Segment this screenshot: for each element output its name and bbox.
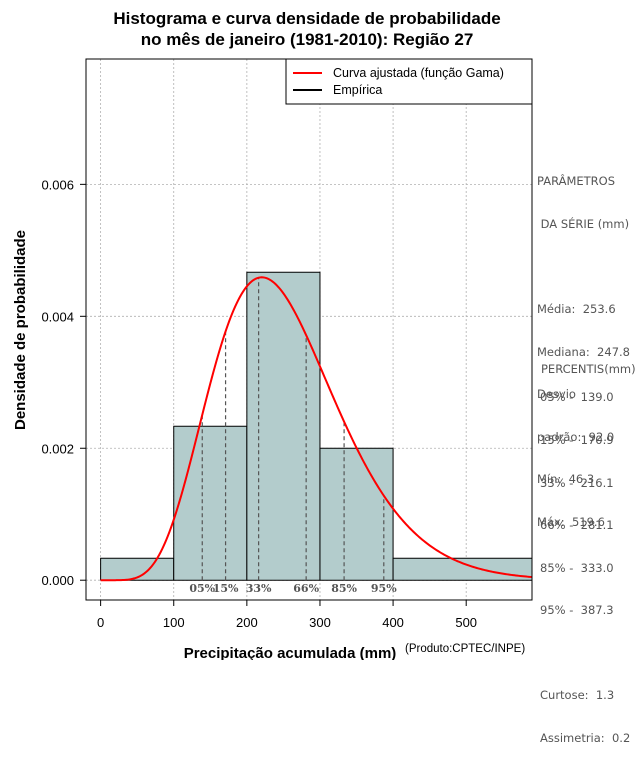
credit-label: (Produto:CPTEC/INPE) xyxy=(405,643,525,655)
stat-min: Mín: 46.3 xyxy=(537,472,595,487)
legend-box xyxy=(285,58,533,105)
percentile-label-05: 05% xyxy=(189,582,215,595)
y-tick-label: 0.000 xyxy=(41,573,74,588)
histogram-bar xyxy=(173,426,247,581)
stats-header-line-1: PARÂMETROS xyxy=(537,174,616,189)
percentile-label-66: 66% xyxy=(293,582,319,595)
histogram-bar xyxy=(100,558,174,581)
stats-panel: PARÂMETROS DA SÉRIE (mm) Média: 253.6 Me… xyxy=(537,146,630,543)
percentis-panel: PERCENTIS(mm) xyxy=(541,334,636,391)
histogram-bar xyxy=(319,448,394,581)
x-tick-label: 400 xyxy=(382,615,404,630)
histogram-bar xyxy=(246,272,320,581)
y-tick-label: 0.006 xyxy=(41,177,74,192)
stat-max: Máx: 519.6 xyxy=(537,515,605,530)
gamma-density-curve xyxy=(100,276,533,582)
histogram-bar-outline xyxy=(246,271,321,581)
percentil-15: 15% - 170.9 xyxy=(540,433,614,448)
x-tick-label: 500 xyxy=(455,615,477,630)
stat-std-label: Desvio xyxy=(537,387,576,402)
chart-title-line-2: no mês de janeiro (1981-2010): Região 27 xyxy=(141,30,474,49)
percentil-66: 66% - 281.1 xyxy=(540,518,614,533)
stat-std: padrão: 92.0 xyxy=(537,429,615,444)
percentile-label-33: 33% xyxy=(246,582,272,595)
stats-header-line-2: DA SÉRIE (mm) xyxy=(537,217,630,232)
x-tick-label: 200 xyxy=(236,615,258,630)
histogram-chart: Histograma e curva densidade de probabil… xyxy=(12,9,533,660)
x-tick-label: 100 xyxy=(163,615,185,630)
percentile-label-95: 95% xyxy=(371,582,397,595)
legend-label-empirical: Empírica xyxy=(333,83,382,97)
x-tick-label: 300 xyxy=(309,615,331,630)
x-axis-title: Precipitação acumulada (mm) xyxy=(184,645,397,660)
percentil-95: 95% - 387.3 xyxy=(540,603,614,618)
percentil-85: 85% - 333.0 xyxy=(540,560,614,575)
percentile-label-15: 15% xyxy=(213,582,239,595)
percentil-05: 05% - 139.0 xyxy=(540,390,614,405)
percentis-list: 05% - 139.0 15% - 170.9 33% - 216.1 66% … xyxy=(540,362,630,759)
y-tick-label: 0.004 xyxy=(41,309,74,324)
percentis-header: PERCENTIS(mm) xyxy=(541,362,636,377)
percentile-label-85: 85% xyxy=(331,582,357,595)
stat-skewness: Assimetria: 0.2 xyxy=(540,731,631,746)
y-tick-label: 0.002 xyxy=(41,441,74,456)
stat-mean: Média: 253.6 xyxy=(537,302,616,317)
y-axis-title: Densidade de probabilidade xyxy=(12,230,29,430)
x-tick-label: 0 xyxy=(97,615,104,630)
histogram-bar xyxy=(393,558,532,581)
chart-title-line-1: Histograma e curva densidade de probabil… xyxy=(113,9,500,28)
stat-kurtosis: Curtose: 1.3 xyxy=(540,688,615,703)
percentil-33: 33% - 216.1 xyxy=(540,475,614,490)
stat-median: Mediana: 247.8 xyxy=(537,344,630,359)
legend-label-gamma-curve: Curva ajustada (função Gama) xyxy=(333,66,504,80)
legend: Curva ajustada (função Gama) Empírica xyxy=(285,58,533,105)
